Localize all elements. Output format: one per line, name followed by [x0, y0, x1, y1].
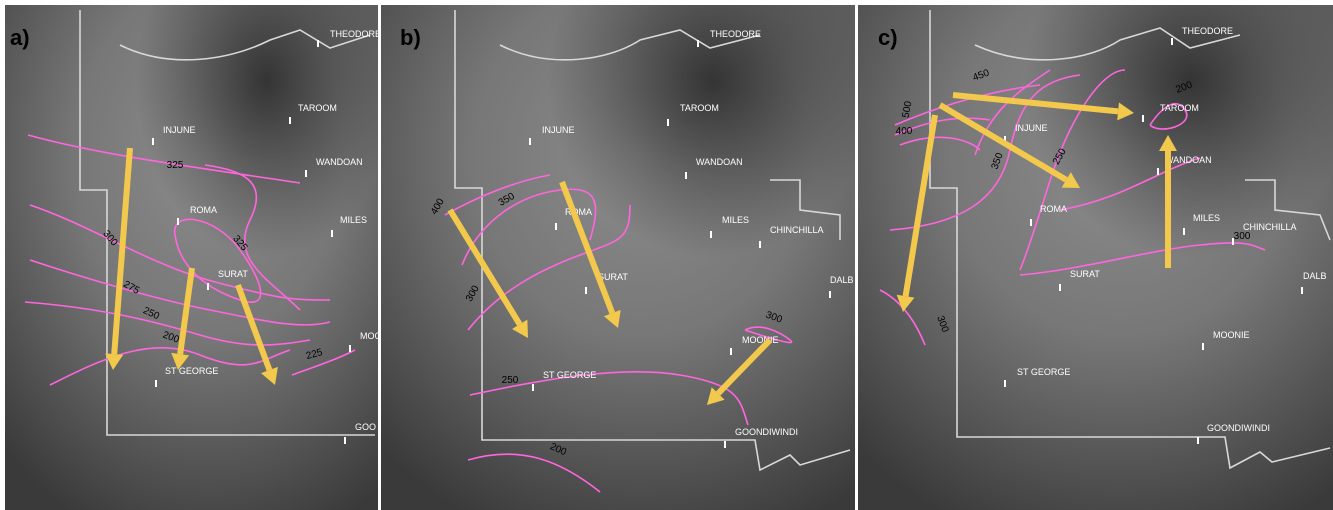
town-name: MILES [1193, 213, 1220, 223]
town-marker [305, 170, 307, 177]
town-marker [1202, 343, 1204, 350]
panel-label: b) [400, 25, 421, 50]
town-name: CHINCHILLA [770, 225, 824, 235]
town-name: ST GEORGE [543, 370, 596, 380]
town-marker [1301, 287, 1303, 294]
contour-label: 400 [896, 126, 913, 137]
town-marker [685, 172, 687, 179]
town-marker [1183, 228, 1185, 235]
town-marker [759, 241, 761, 248]
town-marker [349, 345, 351, 352]
town-marker [317, 40, 319, 47]
map-panel: THEODORE TAROOM INJUNE WANDOAN ROMA MILES CHIN… [858, 5, 1333, 510]
town-name: DALB [830, 275, 854, 285]
town-name: TAROOM [680, 103, 719, 113]
town-marker [152, 138, 154, 145]
town-name: CHINCHILLA [1243, 222, 1297, 232]
town-name: ROMA [190, 205, 217, 215]
town-marker [585, 287, 587, 294]
town-name: MOONIE [1213, 330, 1250, 340]
town-name: MILES [340, 215, 367, 225]
town-marker [344, 437, 346, 444]
town-marker [730, 348, 732, 355]
town-name: INJUNE [163, 125, 196, 135]
town-marker [532, 384, 534, 391]
town-name: TAROOM [298, 103, 337, 113]
map-panel: THEODORE TAROOM INJUNE WANDOAN MILES CHINCHIL… [381, 5, 855, 510]
town-name: INJUNE [1015, 123, 1048, 133]
town-marker [1157, 168, 1159, 175]
panel-label: a) [10, 25, 30, 50]
map-panel: THEODORE TAROOM INJUNE WANDOAN ROMA MILES SURA… [5, 5, 382, 510]
town-name: SURAT [218, 269, 248, 279]
town-name: DALB [1303, 271, 1327, 281]
town-marker [289, 117, 291, 124]
town-marker [697, 40, 699, 47]
town-name: WANDOAN [1165, 155, 1212, 165]
town-marker [555, 223, 557, 230]
town-name: INJUNE [542, 125, 575, 135]
contour-label: 300 [1234, 231, 1251, 242]
town-name: SURAT [1070, 269, 1100, 279]
town-marker [1142, 115, 1144, 122]
town-name: THEODORE [330, 29, 381, 39]
town-marker [1197, 437, 1199, 444]
town-name: MOONIE [742, 335, 779, 345]
town-name: MILES [722, 215, 749, 225]
town-name: GOONDIWINDI [1207, 423, 1270, 433]
town-name: WANDOAN [316, 157, 363, 167]
town-name: TAROOM [1160, 103, 1199, 113]
town-marker [1030, 219, 1032, 226]
town-marker [207, 283, 209, 290]
town-name: MOO [360, 331, 382, 341]
town-marker [1171, 38, 1173, 45]
contour-label: 325 [167, 160, 184, 171]
town-marker [667, 119, 669, 126]
town-marker [1004, 380, 1006, 387]
town-marker [155, 380, 157, 387]
contour-label: 250 [502, 375, 519, 386]
panel-label: c) [878, 25, 898, 50]
town-name: ST GEORGE [165, 366, 218, 376]
town-name: THEODORE [1182, 26, 1233, 36]
town-marker [1059, 284, 1061, 291]
town-marker [829, 291, 831, 298]
town-marker [177, 218, 179, 225]
town-name: ST GEORGE [1017, 367, 1070, 377]
town-name: ROMA [1040, 204, 1067, 214]
town-marker [331, 230, 333, 237]
town-name: THEODORE [710, 29, 761, 39]
town-marker [529, 138, 531, 145]
town-name: GOONDIWINDI [735, 427, 798, 437]
town-name: GOO [355, 422, 376, 432]
town-marker [710, 231, 712, 238]
town-marker [724, 441, 726, 448]
town-name: WANDOAN [696, 157, 743, 167]
map-figure: THEODORE TAROOM INJUNE WANDOAN ROMA MILES SURA… [0, 0, 1333, 510]
